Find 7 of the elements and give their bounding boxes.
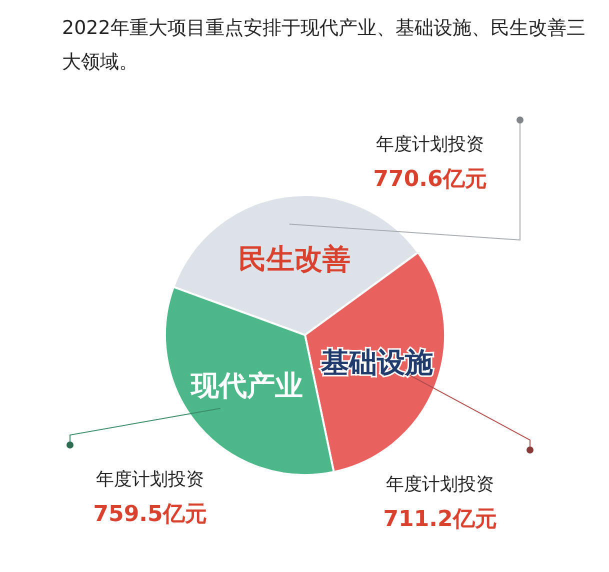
data-label: 年度计划投资 711.2亿元 xyxy=(383,474,497,532)
chart-title: 2022年重大项目重点安排于现代产业、基础设施、民生改善三大领域。 xyxy=(62,17,586,73)
slice-label: 民生改善 xyxy=(238,242,350,276)
data-label: 年度计划投资 770.6亿元 xyxy=(373,134,487,192)
slice-label: 现代产业 xyxy=(190,368,303,402)
data-label: 年度计划投资 759.5亿元 xyxy=(93,469,207,527)
slice-label: 基础设施 xyxy=(320,346,433,380)
